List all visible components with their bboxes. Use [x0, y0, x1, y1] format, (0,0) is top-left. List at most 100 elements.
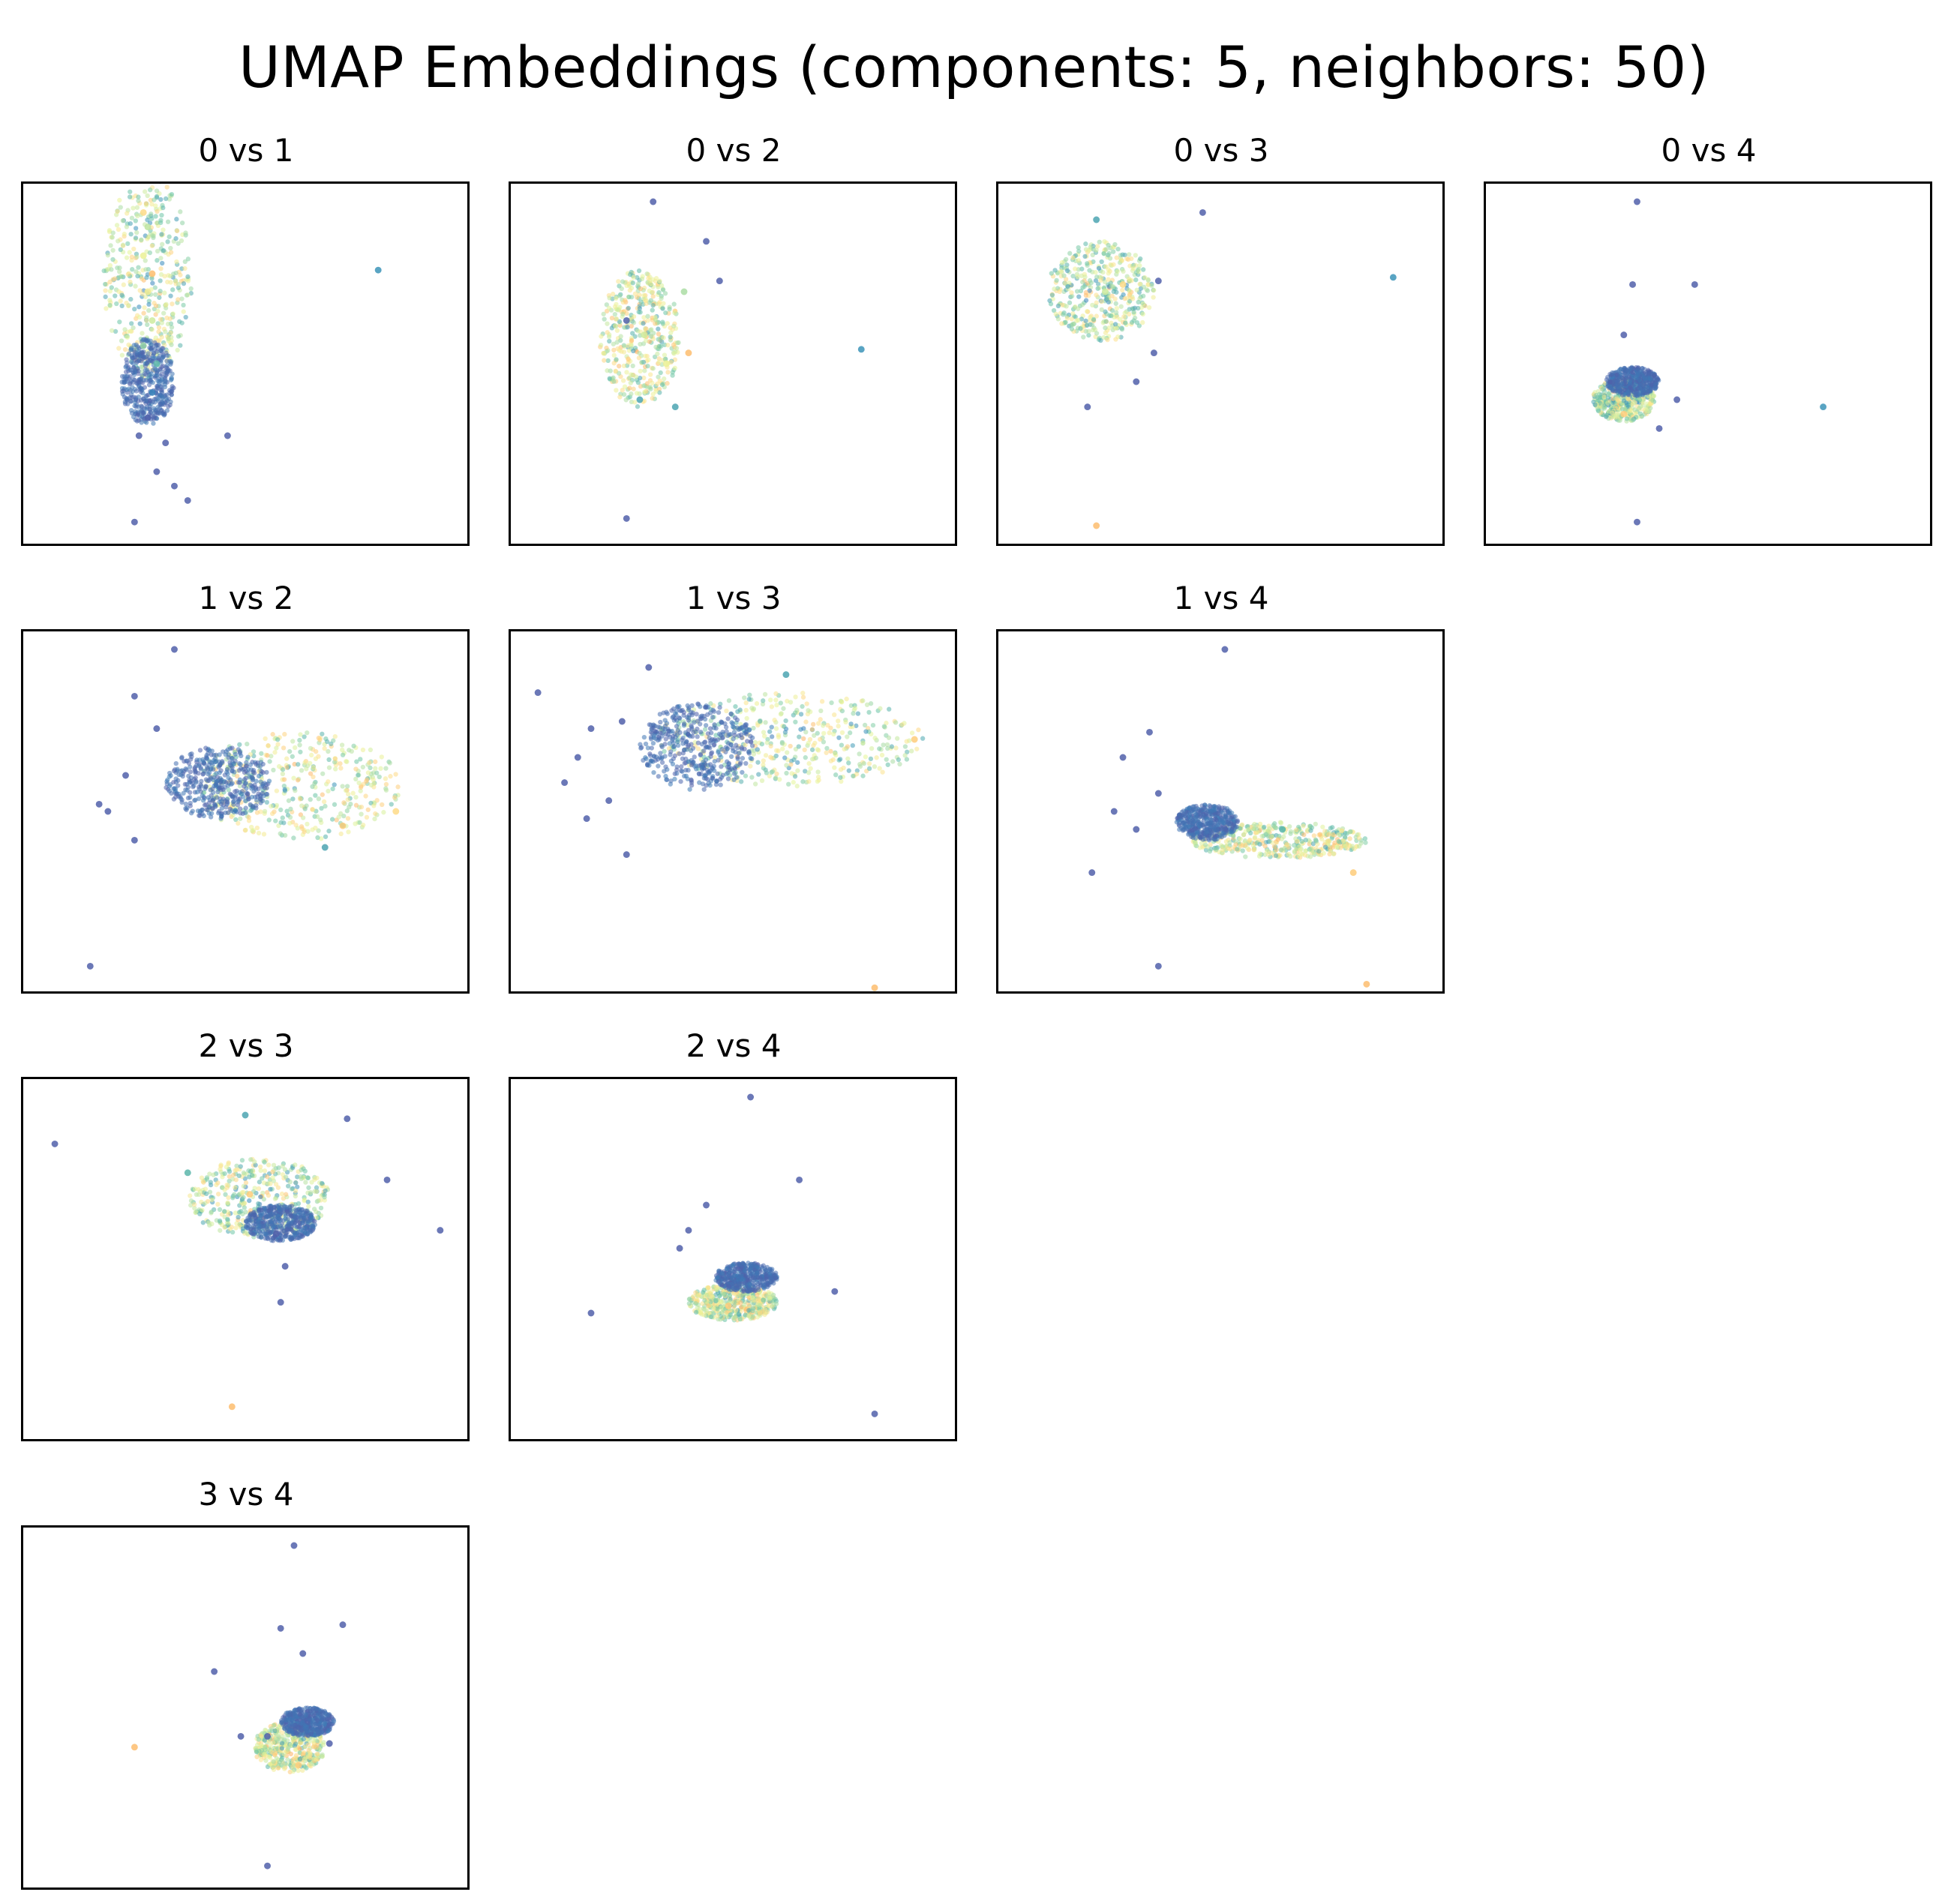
scatter-point: [165, 219, 171, 224]
scatter-point: [140, 351, 146, 356]
scatter-point: [176, 297, 181, 302]
scatter-point: [245, 754, 251, 760]
scatter-point: [815, 769, 821, 775]
scatter-point: [1111, 284, 1116, 289]
scatter-point: [776, 734, 782, 740]
scatter-point: [711, 709, 717, 714]
scatter-point: [813, 755, 818, 760]
scatter-point: [824, 745, 830, 751]
scatter-point: [166, 403, 171, 409]
scatter-point: [123, 364, 128, 370]
scatter-point: [1069, 326, 1075, 331]
scatter-point: [745, 739, 750, 744]
scatter-point: [297, 737, 302, 743]
scatter-point: [371, 777, 376, 782]
scatter-point: [176, 285, 182, 290]
scatter-point: [179, 320, 185, 325]
scatter-point: [832, 712, 837, 718]
scatter-point: [644, 271, 650, 277]
scatter-point: [309, 752, 314, 758]
scatter-point: [621, 349, 627, 355]
scatter-point: [860, 773, 866, 778]
scatter-point: [660, 287, 666, 292]
scatter-point: [886, 735, 892, 740]
scatter-point: [1088, 280, 1094, 286]
scatter-point: [1136, 305, 1141, 311]
scatter-point: [806, 770, 812, 775]
scatter-point: [1625, 389, 1631, 394]
scatter-point: [134, 350, 140, 356]
scatter-point: [120, 218, 125, 223]
scatter-point: [645, 664, 653, 671]
scatter-point: [122, 346, 128, 352]
scatter-point: [866, 761, 872, 766]
scatter-point: [234, 773, 240, 779]
scatter-point: [1307, 823, 1313, 829]
scatter-point: [740, 756, 746, 761]
scatter-point: [668, 778, 674, 784]
scatter-point: [1059, 321, 1064, 326]
scatter-point: [662, 360, 670, 367]
scatter-point: [1146, 304, 1152, 310]
scatter-point: [701, 759, 706, 765]
scatter-point: [848, 721, 854, 727]
scatter-point: [165, 321, 171, 327]
scatter-point: [142, 305, 147, 310]
scatter-point: [143, 294, 149, 299]
scatter-point: [1610, 386, 1615, 392]
scatter-point: [621, 343, 626, 348]
scatter-point: [182, 259, 188, 265]
scatter-point: [1278, 847, 1284, 853]
scatter-point: [157, 353, 162, 358]
scatter-point: [694, 712, 699, 717]
scatter-point: [754, 701, 760, 706]
scatter-point: [845, 756, 851, 761]
scatter-point: [1321, 850, 1326, 856]
scatter-point: [764, 770, 770, 775]
scatter-point: [364, 814, 370, 820]
scatter-point: [147, 250, 153, 256]
scatter-point: [616, 279, 621, 284]
scatter-point: [641, 292, 647, 298]
scatter-point: [631, 320, 637, 325]
scatter-point: [103, 288, 108, 293]
scatter-point: [648, 386, 653, 391]
scatter-point: [316, 828, 321, 833]
scatter-point: [650, 380, 655, 385]
scatter-point: [242, 777, 248, 782]
scatter-point: [634, 391, 640, 396]
scatter-point: [806, 760, 812, 766]
scatter-point: [1292, 850, 1298, 855]
scatter-point: [641, 331, 648, 339]
scatter-point: [614, 295, 619, 301]
scatter-point: [680, 756, 686, 761]
scatter-point: [1115, 268, 1120, 274]
scatter-point: [824, 750, 829, 755]
scatter-point: [124, 255, 130, 260]
scatter-point: [1094, 247, 1099, 253]
scatter-point: [773, 726, 779, 731]
scatter-point: [659, 744, 665, 750]
scatter-point: [284, 756, 290, 761]
scatter-point: [1597, 394, 1602, 400]
scatter-point: [149, 216, 155, 221]
scatter-point: [836, 735, 842, 740]
scatter-point: [152, 197, 157, 202]
scatter-point: [167, 784, 173, 789]
scatter-point: [276, 763, 282, 769]
scatter-point: [128, 296, 134, 302]
scatter-point: [821, 730, 827, 736]
scatter-point: [300, 815, 306, 820]
scatter-point: [1083, 298, 1089, 303]
scatter-point: [711, 763, 716, 769]
scatter-point: [1251, 847, 1256, 853]
scatter-point: [742, 695, 747, 700]
scatter-point: [800, 694, 806, 700]
scatter-point: [161, 354, 166, 359]
scatter-point: [638, 742, 643, 747]
scatter-point: [353, 794, 359, 800]
scatter-point: [534, 689, 542, 697]
scatter-point: [815, 778, 821, 784]
scatter-point: [1259, 833, 1265, 839]
scatter-point: [134, 205, 140, 210]
